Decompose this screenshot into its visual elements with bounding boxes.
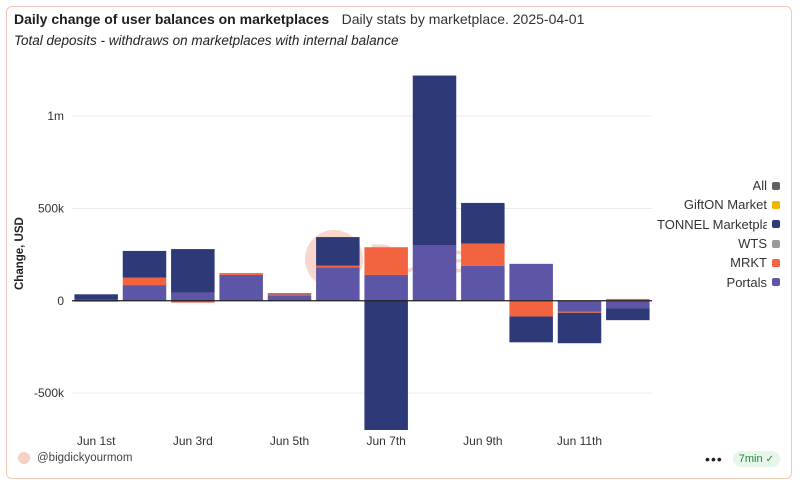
y-tick-label: 500k — [38, 201, 65, 215]
title-row: Daily change of user balances on marketp… — [14, 11, 584, 29]
legend-item-gifton-market[interactable]: GiftON Market — [657, 195, 780, 214]
legend-swatch — [772, 239, 780, 248]
bar-portals-2[interactable] — [122, 285, 167, 301]
legend-label: GiftON Market — [683, 197, 767, 213]
legend-item-wts[interactable]: WTS — [657, 234, 780, 253]
legend-label: WTS — [738, 236, 767, 252]
bar-tonnel-marketplace-12[interactable] — [606, 308, 650, 321]
bar-mrkt-3[interactable] — [171, 300, 215, 303]
legend-label: All — [752, 178, 767, 194]
bar-mrkt-7[interactable] — [364, 247, 408, 275]
bar-portals-10[interactable] — [509, 263, 553, 301]
bar-tonnel-marketplace-6[interactable] — [316, 237, 360, 266]
legend-swatch — [772, 278, 780, 287]
legend-label: TONNEL Marketplace — [657, 216, 767, 232]
x-tick-label: Jun 5th — [270, 434, 309, 448]
y-tick-label: 0 — [57, 294, 64, 308]
bar-mrkt-12[interactable] — [606, 298, 650, 301]
bar-portals-12[interactable] — [606, 300, 650, 309]
username: @bigdickyourmom — [37, 452, 133, 464]
legend: All GiftON Market TONNEL Marketplace WTS MRK… — [657, 176, 780, 292]
bar-mrkt-2[interactable] — [122, 277, 167, 286]
bar-tonnel-marketplace-7[interactable] — [364, 300, 408, 430]
legend-swatch — [772, 200, 780, 209]
legend-label: Portals — [726, 274, 767, 290]
bar-tonnel-marketplace-10[interactable] — [509, 316, 553, 343]
legend-label: MRKT — [730, 255, 767, 271]
bar-portals-6[interactable] — [316, 267, 360, 301]
x-tick-label: Jun 9th — [463, 434, 502, 448]
chart-title: Daily change of user balances on marketp… — [14, 11, 330, 27]
bar-portals-7[interactable] — [364, 274, 408, 301]
chart-subtitle: Daily stats by marketplace. 2025-04-01 — [341, 11, 585, 27]
x-tick-label: Jun 7th — [366, 434, 405, 448]
bar-tonnel-marketplace-2[interactable] — [122, 250, 167, 278]
avatar — [18, 452, 30, 464]
footer-user[interactable]: @bigdickyourmom — [18, 452, 132, 464]
x-tick-label: Jun 3rd — [173, 434, 213, 448]
bar-tonnel-marketplace-5[interactable] — [267, 293, 312, 295]
bar-mrkt-11[interactable] — [557, 311, 602, 313]
footer-actions: ••• 7min ✓ — [705, 451, 780, 467]
bar-tonnel-marketplace-8[interactable] — [412, 75, 457, 246]
y-axis-label: Change, USD — [14, 217, 26, 290]
bar-mrkt-4[interactable] — [219, 273, 263, 275]
bar-mrkt-5[interactable] — [267, 294, 312, 296]
y-tick-label: -500k — [34, 386, 65, 400]
legend-item-all[interactable]: All — [657, 176, 780, 195]
more-options-icon[interactable]: ••• — [705, 451, 723, 467]
legend-item-portals[interactable]: Portals — [657, 272, 780, 291]
bar-portals-5[interactable] — [267, 295, 312, 301]
legend-swatch — [772, 220, 780, 229]
legend-swatch — [772, 258, 780, 267]
legend-item-mrkt[interactable]: MRKT — [657, 253, 780, 272]
chart-description: Total deposits - withdraws on marketplac… — [14, 33, 399, 48]
bar-portals-8[interactable] — [412, 245, 457, 301]
bar-tonnel-marketplace-9[interactable] — [461, 202, 505, 244]
bar-tonnel-marketplace-11[interactable] — [557, 312, 602, 344]
x-tick-label: Jun 1st — [77, 434, 116, 448]
y-tick-label: 1m — [47, 109, 64, 123]
bar-portals-9[interactable] — [461, 265, 505, 301]
x-tick-label: Jun 11th — [557, 434, 602, 448]
refresh-time: 7min — [738, 453, 763, 465]
bar-portals-11[interactable] — [557, 300, 602, 312]
legend-item-tonnel-marketplace[interactable]: TONNEL Marketplace — [657, 215, 780, 234]
bar-portals-3[interactable] — [171, 292, 215, 301]
bar-tonnel-marketplace-3[interactable] — [171, 249, 215, 293]
check-circle-icon: ✓ — [765, 453, 774, 465]
bar-mrkt-10[interactable] — [509, 300, 553, 317]
bar-tonnel-marketplace-1[interactable] — [74, 294, 118, 300]
legend-swatch — [772, 181, 780, 190]
bar-mrkt-6[interactable] — [316, 265, 360, 268]
bar-portals-4[interactable] — [219, 274, 263, 301]
bar-mrkt-9[interactable] — [461, 243, 505, 266]
refresh-badge[interactable]: 7min ✓ — [732, 451, 780, 467]
